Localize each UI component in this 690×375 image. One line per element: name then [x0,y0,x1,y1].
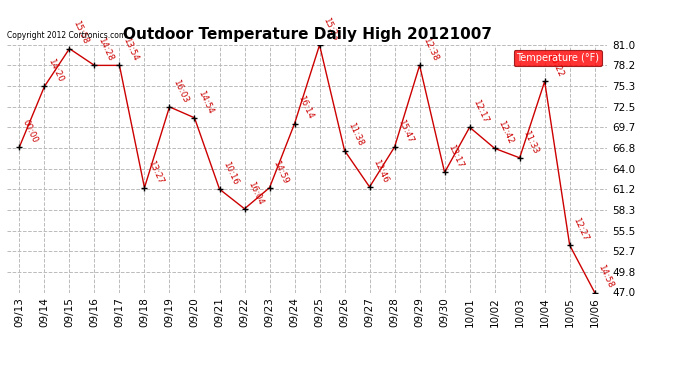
Text: 14:28: 14:28 [96,36,115,63]
Text: 14:20: 14:20 [46,57,64,84]
Text: 13:27: 13:27 [146,159,164,185]
Text: 16:03: 16:03 [171,78,190,104]
Text: 13:22: 13:22 [546,52,564,79]
Legend: Temperature (°F): Temperature (°F) [513,50,602,66]
Text: 14:58: 14:58 [596,263,615,290]
Text: 11:33: 11:33 [521,129,540,155]
Text: Copyright 2012 Cortronics.com: Copyright 2012 Cortronics.com [7,31,126,40]
Text: 12:42: 12:42 [496,119,515,146]
Text: 15:47: 15:47 [396,118,415,144]
Text: 12:38: 12:38 [421,36,440,63]
Text: 00:00: 00:00 [21,118,39,144]
Text: 14:54: 14:54 [196,88,215,115]
Text: 14:59: 14:59 [271,159,290,185]
Text: 12:27: 12:27 [571,216,590,242]
Text: 10:16: 10:16 [221,160,239,186]
Text: 13:17: 13:17 [446,143,464,170]
Text: 12:17: 12:17 [471,98,490,124]
Text: 15:33: 15:33 [321,16,339,42]
Text: 13:54: 13:54 [121,36,139,63]
Text: 12:46: 12:46 [371,158,390,184]
Text: 15:58: 15:58 [71,20,90,46]
Text: 16:04: 16:04 [246,180,264,206]
Text: 16:14: 16:14 [296,94,315,121]
Text: 11:38: 11:38 [346,122,364,148]
Title: Outdoor Temperature Daily High 20121007: Outdoor Temperature Daily High 20121007 [123,27,491,42]
